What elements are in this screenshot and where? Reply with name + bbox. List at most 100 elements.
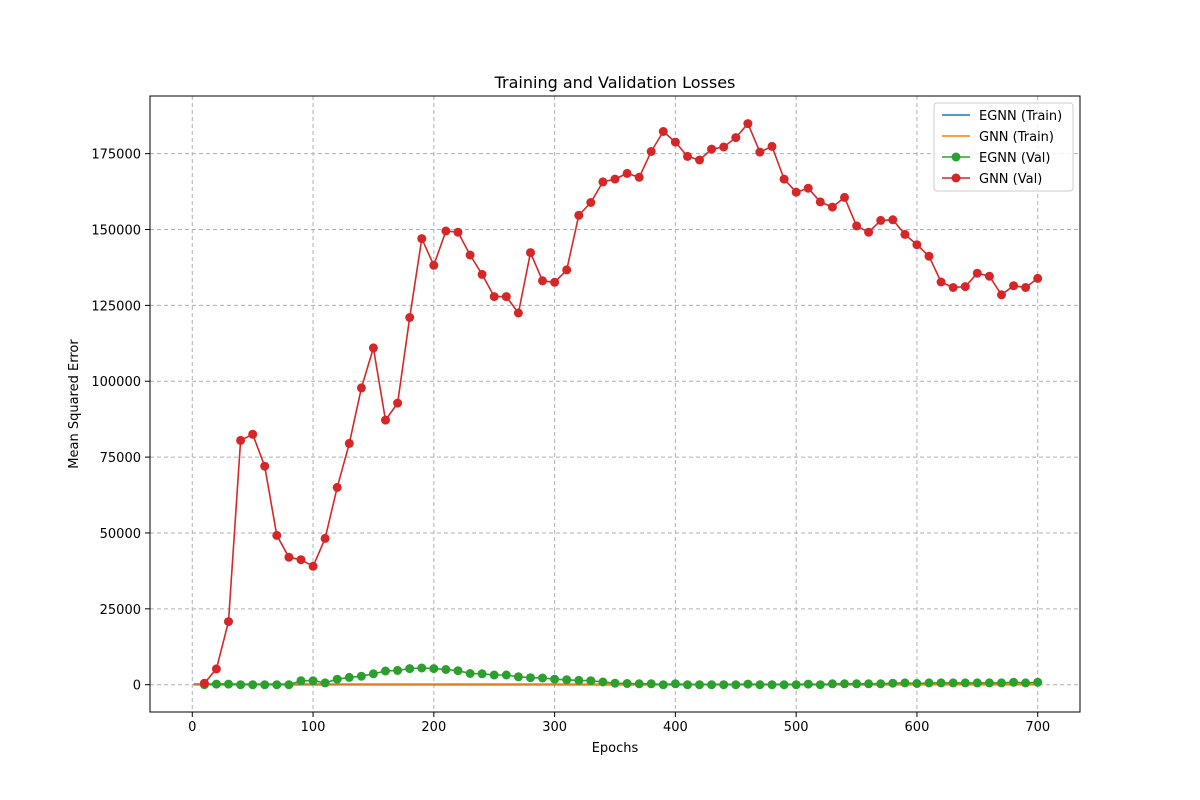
data-point-gnn-val — [948, 283, 958, 292]
data-point-gnn-val — [852, 221, 862, 231]
data-point-gnn-val — [381, 415, 390, 425]
data-point-egnn-val — [719, 680, 729, 690]
data-point-gnn-val — [683, 151, 692, 161]
data-point-egnn-val — [513, 672, 523, 682]
data-point-gnn-val — [211, 664, 221, 674]
data-point-gnn-val — [513, 308, 523, 318]
data-point-egnn-val — [888, 678, 898, 688]
data-point-egnn-val — [852, 679, 862, 689]
data-point-egnn-val — [477, 669, 487, 679]
data-point-egnn-val — [224, 679, 233, 689]
data-point-egnn-val — [356, 671, 366, 681]
y-axis-label: Mean Squared Error — [67, 339, 82, 469]
data-point-egnn-val — [260, 680, 270, 690]
data-point-gnn-val — [888, 215, 898, 225]
data-point-gnn-val — [646, 147, 656, 156]
data-point-gnn-val — [900, 229, 910, 239]
data-point-egnn-val — [731, 680, 741, 690]
x-tick-label: 0 — [188, 720, 196, 735]
data-point-egnn-val — [405, 664, 415, 674]
data-point-egnn-val — [670, 679, 680, 689]
data-point-gnn-val — [501, 292, 511, 302]
data-point-egnn-val — [1021, 678, 1031, 688]
data-point-egnn-val — [308, 676, 318, 686]
data-point-gnn-val — [779, 174, 789, 184]
data-point-gnn-val — [767, 141, 777, 151]
data-point-gnn-val — [236, 435, 246, 445]
data-point-egnn-val — [864, 679, 874, 689]
data-point-gnn-val — [719, 142, 729, 152]
data-point-egnn-val — [368, 669, 378, 679]
data-point-gnn-val — [972, 268, 982, 278]
data-point-gnn-val — [538, 276, 547, 286]
series-line-egnn-val — [204, 667, 1038, 686]
data-point-gnn-val — [912, 240, 922, 250]
data-point-gnn-val — [393, 398, 403, 408]
x-axis-label: Epochs — [592, 741, 639, 756]
data-point-egnn-val — [803, 679, 813, 689]
data-point-gnn-val — [610, 174, 620, 184]
y-tick-label: 125000 — [91, 299, 141, 314]
data-point-gnn-val — [308, 561, 318, 571]
data-point-gnn-val — [634, 172, 644, 182]
series-line-gnn-val — [203, 122, 1039, 684]
legend-marker-gnn-val — [951, 173, 961, 183]
axis-ticks: 0 100 200 300 400 500 600 700 0 25000 50000 75000 10… — [91, 148, 1050, 735]
x-tick-label: 400 — [663, 720, 688, 735]
data-point-egnn-val — [562, 675, 572, 685]
data-point-egnn-val — [658, 680, 668, 690]
data-point-gnn-val — [815, 197, 825, 207]
x-tick-label: 700 — [1025, 720, 1050, 735]
data-point-gnn-val — [876, 215, 886, 225]
data-point-egnn-val — [924, 678, 934, 688]
data-point-egnn-val — [622, 679, 632, 688]
data-point-egnn-val — [284, 680, 294, 690]
data-point-egnn-val — [441, 665, 451, 674]
y-tick-label: 175000 — [91, 148, 141, 163]
data-point-gnn-val — [960, 282, 970, 292]
data-point-egnn-val — [272, 680, 282, 690]
data-point-egnn-val — [550, 674, 560, 684]
data-point-egnn-val — [332, 674, 342, 684]
data-point-egnn-val — [320, 678, 330, 688]
data-point-gnn-val — [803, 183, 813, 193]
data-point-gnn-val — [1033, 273, 1043, 283]
legend-label-egnn-val: EGNN (Val) — [979, 151, 1050, 166]
data-point-gnn-val — [658, 127, 668, 136]
data-point-egnn-val — [997, 678, 1006, 688]
data-point-egnn-val — [791, 680, 801, 690]
data-point-egnn-val — [840, 679, 849, 689]
data-point-gnn-val — [936, 277, 946, 287]
data-point-egnn-val — [646, 679, 656, 689]
data-point-gnn-val — [791, 187, 801, 197]
data-point-egnn-val — [526, 673, 535, 683]
data-point-egnn-val — [211, 679, 221, 689]
data-point-gnn-val — [598, 177, 608, 187]
data-point-gnn-val — [248, 429, 258, 439]
data-point-egnn-val — [296, 676, 306, 686]
data-point-gnn-val — [429, 260, 439, 270]
y-tick-label: 0 — [133, 679, 141, 694]
data-point-egnn-val — [236, 680, 246, 690]
x-tick-label: 500 — [784, 720, 809, 735]
chart-title: Training and Validation Losses — [494, 73, 736, 92]
data-point-gnn-val — [707, 144, 717, 154]
data-point-egnn-val — [827, 679, 837, 689]
data-point-egnn-val — [779, 680, 789, 690]
data-point-egnn-val — [538, 673, 547, 683]
data-point-egnn-val — [960, 678, 970, 688]
data-point-egnn-val — [743, 679, 753, 689]
legend-marker-egnn-val — [951, 152, 961, 162]
data-point-egnn-val — [429, 664, 439, 674]
data-point-egnn-val — [344, 672, 354, 682]
legend-label-egnn-train: EGNN (Train) — [979, 109, 1062, 124]
data-point-egnn-val — [1009, 677, 1019, 687]
legend-label-gnn-val: GNN (Val) — [979, 172, 1042, 187]
data-point-egnn-val — [972, 678, 982, 688]
data-point-gnn-val — [453, 227, 463, 237]
data-point-gnn-val — [731, 133, 741, 143]
data-point-egnn-val — [634, 679, 644, 689]
data-point-gnn-val — [526, 248, 535, 258]
data-point-gnn-val — [1009, 281, 1019, 291]
data-point-gnn-val — [924, 251, 934, 261]
